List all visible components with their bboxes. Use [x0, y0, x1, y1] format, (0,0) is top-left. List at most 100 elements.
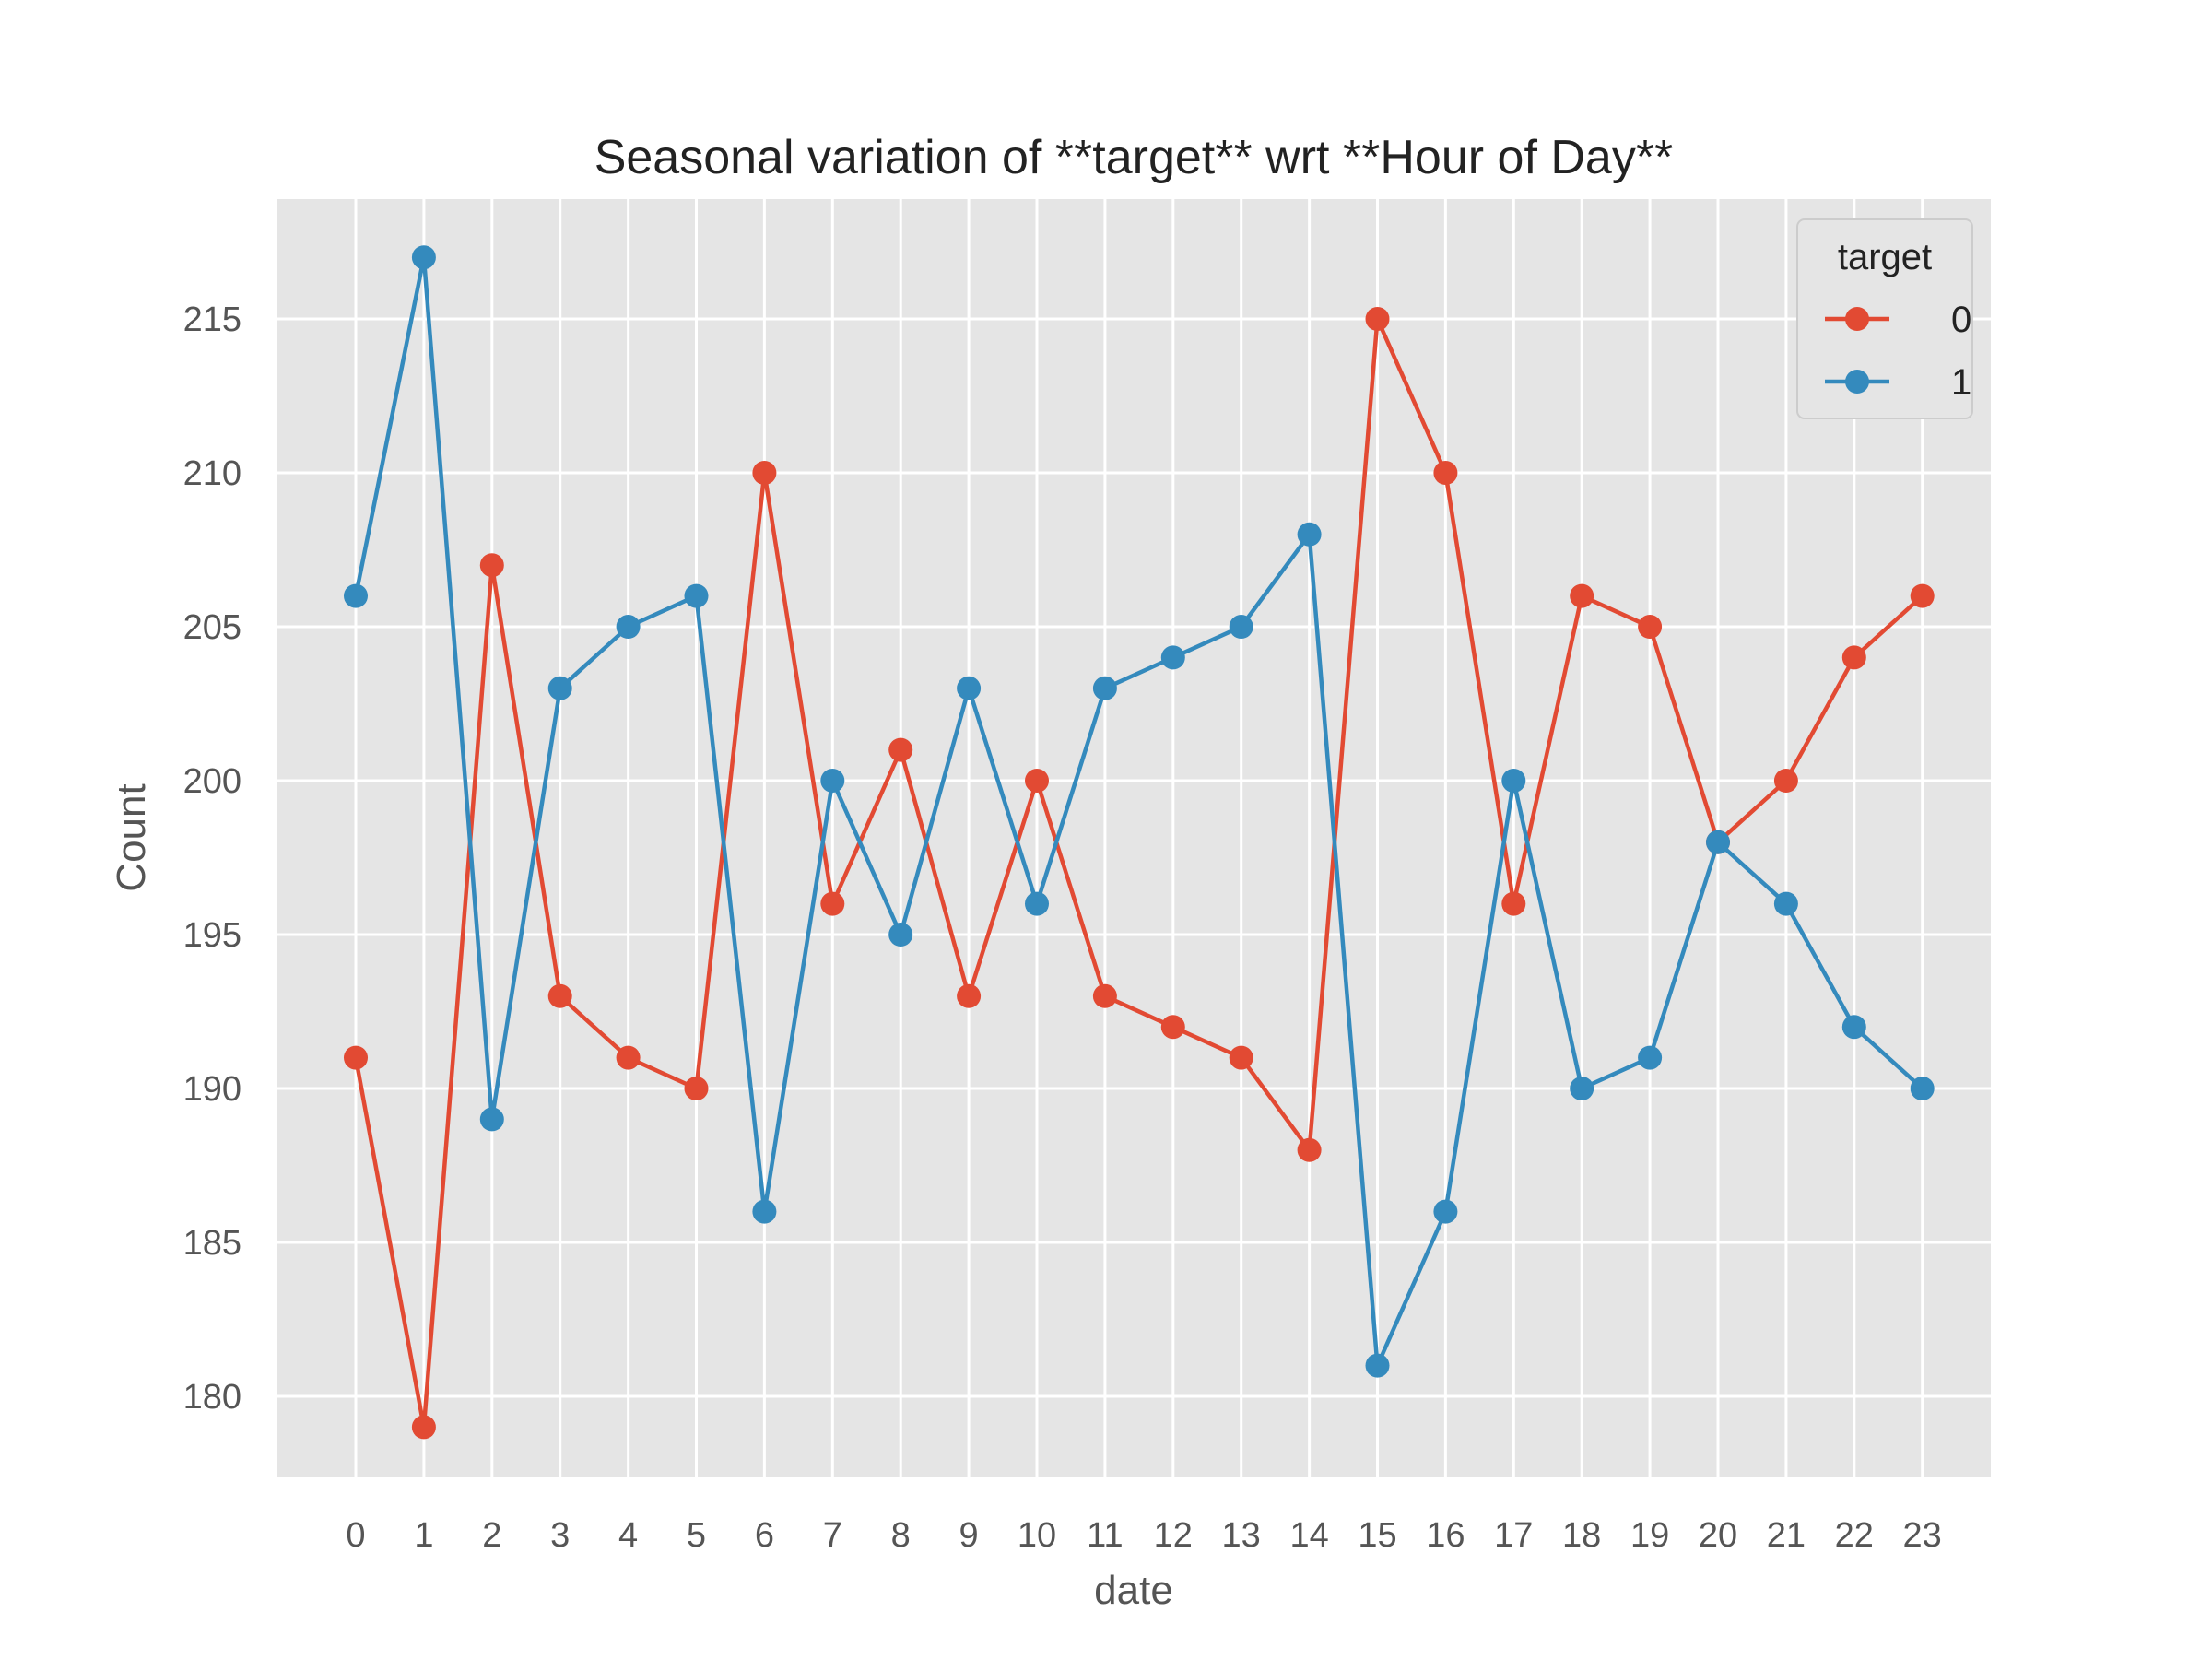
x-tick-label: 16: [1426, 1516, 1465, 1555]
data-point: [547, 676, 572, 700]
legend-point-marker: [1845, 307, 1869, 331]
data-point: [1025, 891, 1049, 916]
data-point: [1841, 645, 1866, 670]
data-point: [1092, 676, 1117, 700]
data-point: [1229, 615, 1253, 639]
y-tick-label: 215: [183, 300, 241, 339]
chart-title: Seasonal variation of **target** wrt **H…: [594, 131, 1674, 184]
data-point: [479, 1107, 504, 1132]
data-point: [1025, 769, 1049, 793]
x-tick-label: 14: [1289, 1516, 1328, 1555]
data-point: [1433, 461, 1458, 485]
data-point: [1433, 1199, 1458, 1224]
x-axis-ticks: 0 1 2 3 4 5 6 7 8 9 10 11 12 13 14 15 16 17 18 19 20 21 22 23: [346, 1516, 1941, 1555]
data-point: [1841, 1015, 1866, 1040]
data-point: [1501, 891, 1526, 916]
x-tick-label: 21: [1767, 1516, 1806, 1555]
legend-entries: 01: [1825, 300, 1971, 403]
data-point: [957, 983, 982, 1008]
x-tick-label: 7: [823, 1516, 842, 1555]
legend-label: 0: [1951, 300, 1971, 340]
series-1: [344, 245, 1935, 1378]
data-point: [1160, 1015, 1185, 1040]
y-tick-label: 205: [183, 608, 241, 647]
series-line: [353, 254, 1924, 1368]
data-point: [888, 737, 913, 762]
x-axis-label: date: [1094, 1568, 1173, 1613]
data-point: [1638, 615, 1663, 639]
data-point: [1910, 1077, 1935, 1100]
data-point: [752, 461, 777, 485]
legend: target 01: [1796, 218, 1973, 419]
data-point: [344, 1045, 368, 1070]
x-tick-label: 11: [1087, 1516, 1123, 1555]
data-point: [684, 583, 709, 608]
y-tick-label: 180: [183, 1378, 241, 1417]
data-point: [344, 583, 368, 608]
y-tick-label: 210: [183, 454, 241, 493]
legend-title: target: [1838, 237, 1932, 277]
data-point: [1706, 830, 1730, 854]
x-tick-label: 13: [1222, 1516, 1261, 1555]
data-point: [957, 676, 982, 700]
data-point: [1570, 1077, 1594, 1100]
x-tick-label: 19: [1630, 1516, 1669, 1555]
data-point: [479, 553, 504, 578]
x-tick-label: 17: [1494, 1516, 1533, 1555]
data-point: [547, 983, 572, 1008]
series-0: [344, 307, 1935, 1440]
data-point: [1160, 645, 1185, 670]
x-tick-label: 3: [550, 1516, 570, 1555]
data-point: [1229, 1045, 1253, 1070]
data-point: [820, 769, 845, 793]
series-layer: [344, 245, 1935, 1440]
data-point: [684, 1077, 709, 1100]
x-tick-label: 4: [618, 1516, 638, 1555]
y-axis-label: Count: [109, 783, 154, 891]
data-point: [1501, 769, 1526, 793]
data-point: [1638, 1045, 1663, 1070]
legend-label: 1: [1951, 362, 1971, 403]
x-tick-label: 8: [891, 1516, 911, 1555]
data-point: [411, 1415, 436, 1440]
x-tick-label: 6: [755, 1516, 774, 1555]
x-tick-label: 0: [346, 1516, 365, 1555]
data-point: [752, 1199, 777, 1224]
data-point: [1297, 522, 1322, 547]
data-point: [1773, 769, 1798, 793]
x-tick-label: 22: [1835, 1516, 1874, 1555]
x-tick-label: 18: [1562, 1516, 1601, 1555]
data-point: [616, 615, 641, 639]
x-tick-label: 10: [1018, 1516, 1056, 1555]
series-line: [353, 316, 1924, 1430]
x-tick-label: 15: [1358, 1516, 1396, 1555]
data-point: [820, 891, 845, 916]
data-point: [1910, 583, 1935, 608]
grid-lines: [276, 199, 1991, 1477]
data-point: [1570, 583, 1594, 608]
legend-point-marker: [1845, 370, 1869, 394]
data-point: [1773, 891, 1798, 916]
y-tick-label: 195: [183, 916, 241, 955]
data-point: [1365, 1353, 1390, 1378]
data-point: [888, 923, 913, 947]
x-tick-label: 12: [1154, 1516, 1193, 1555]
legend-entry: 1: [1825, 362, 1971, 403]
y-tick-label: 190: [183, 1070, 241, 1109]
data-point: [1365, 307, 1390, 331]
x-tick-label: 23: [1903, 1516, 1942, 1555]
x-tick-label: 2: [482, 1516, 501, 1555]
data-point: [1092, 983, 1117, 1008]
plot-background: [276, 199, 1991, 1477]
y-axis-ticks: 180 185 190 195 200 205 210 215: [183, 300, 241, 1417]
data-point: [616, 1045, 641, 1070]
legend-entry: 0: [1825, 300, 1971, 340]
y-tick-label: 200: [183, 762, 241, 801]
data-point: [411, 245, 436, 270]
x-tick-label: 5: [687, 1516, 706, 1555]
x-tick-label: 1: [414, 1516, 433, 1555]
data-point: [1297, 1137, 1322, 1162]
x-tick-label: 20: [1699, 1516, 1737, 1555]
